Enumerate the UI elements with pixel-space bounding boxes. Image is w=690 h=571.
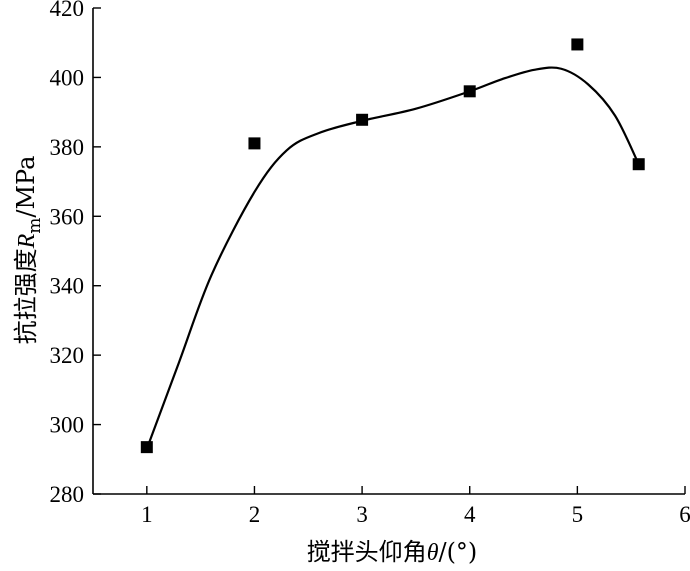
axes (92, 8, 685, 495)
data-point-3 (356, 113, 369, 126)
data-point-4 (463, 85, 476, 98)
x-tick-label-5: 5 (572, 502, 584, 527)
data-point-5 (571, 38, 584, 51)
x-axis-title-symbol: θ (427, 540, 439, 566)
x-axis-title-main: 搅拌头仰角 (307, 538, 427, 566)
y-tick-label-340: 340 (50, 274, 85, 299)
y-axis-title-subscript: m (25, 218, 45, 234)
data-point-2 (248, 137, 261, 150)
y-tick-label-420: 420 (50, 0, 85, 21)
data-point-1 (140, 441, 153, 454)
x-axis-title: 搅拌头仰角θ/(°) (307, 538, 478, 566)
data-point-6 (632, 158, 645, 171)
y-axis-title-main: 抗拉强度 (12, 248, 40, 344)
y-tick-label-320: 320 (50, 343, 85, 368)
data-points (140, 38, 645, 454)
x-tick-label-2: 2 (249, 502, 261, 527)
y-axis-title-unit: /MPa (12, 156, 40, 218)
y-tick-label-300: 300 (50, 413, 85, 438)
y-tick-label-380: 380 (50, 135, 85, 160)
y-axis-title: 抗拉强度Rm/MPa (12, 156, 45, 345)
fit-curve-group (145, 66, 640, 450)
y-tick-label-360: 360 (50, 204, 85, 229)
y-tick-label-280: 280 (50, 482, 85, 507)
fit-curve (145, 66, 640, 450)
x-axis-title-unit: /(°) (438, 538, 477, 566)
x-tick-label-6: 6 (679, 502, 690, 527)
axis-ticks: 1 2 3 4 5 6 280 300 320 340 360 380 400 420 (50, 0, 690, 527)
y-tick-label-400: 400 (50, 65, 85, 90)
x-tick-label-1: 1 (141, 502, 153, 527)
x-tick-label-4: 4 (464, 502, 476, 527)
x-tick-label-3: 3 (356, 502, 368, 527)
y-axis-title-symbol: R (14, 233, 40, 249)
